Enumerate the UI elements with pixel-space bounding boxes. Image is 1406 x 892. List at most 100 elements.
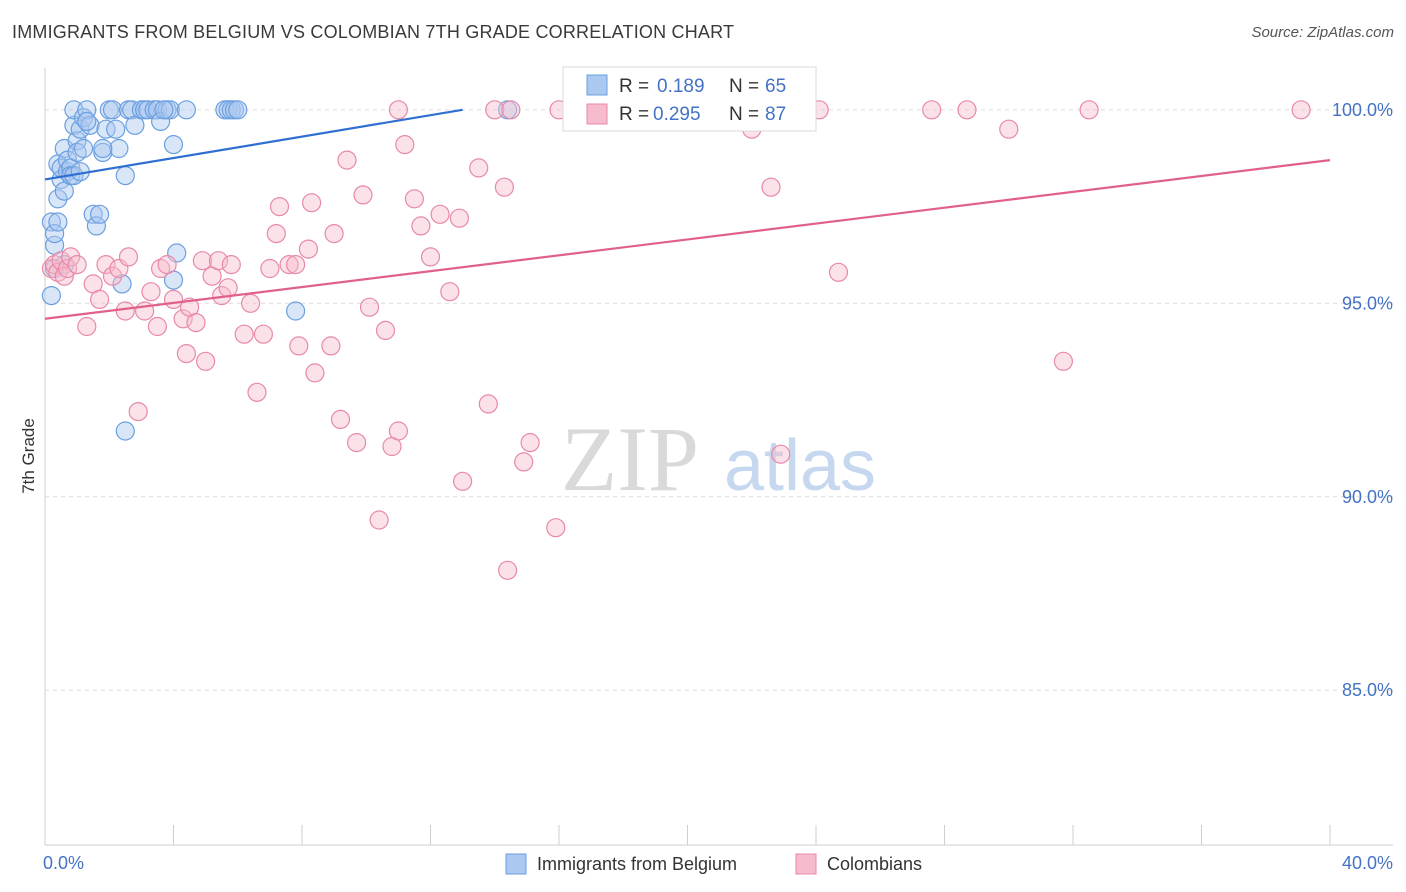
point-colombians-36 — [247, 382, 267, 402]
point-belgium-43 — [160, 100, 180, 120]
point-belgium-17 — [70, 119, 90, 139]
point-colombians-50 — [337, 150, 357, 170]
point-colombians-65 — [453, 471, 473, 491]
stats-belgium-r-label: R = — [619, 76, 649, 97]
point-colombians-44 — [298, 239, 318, 259]
point-colombians-21 — [157, 255, 177, 275]
watermark-atlas: atlas — [724, 426, 876, 506]
point-colombians-87 — [1291, 100, 1311, 120]
point-colombians-59 — [404, 189, 424, 209]
y-tick-label-2: 90.0% — [1342, 487, 1393, 507]
point-colombians-18 — [141, 282, 161, 302]
point-belgium-20 — [77, 100, 97, 120]
point-belgium-31 — [115, 421, 135, 441]
stats-belgium-n-value: 65 — [765, 76, 786, 97]
point-colombians-78 — [761, 177, 781, 197]
point-belgium-58 — [41, 286, 62, 306]
point-belgium-4 — [48, 189, 68, 209]
point-colombians-33 — [221, 255, 241, 275]
point-colombians-67 — [478, 394, 498, 414]
point-belgium-32 — [115, 166, 135, 186]
point-colombians-82 — [922, 100, 942, 120]
point-colombians-37 — [253, 324, 273, 344]
legend-swatch-belgium — [505, 853, 527, 875]
point-belgium-63 — [106, 119, 126, 139]
point-colombians-53 — [359, 297, 380, 317]
point-colombians-64 — [449, 208, 469, 228]
point-colombians-5 — [57, 258, 78, 279]
point-belgium-30 — [112, 274, 132, 294]
point-belgium-52 — [228, 100, 248, 120]
point-belgium-28 — [102, 100, 123, 120]
point-belgium-44 — [163, 135, 184, 155]
chart-title: IMMIGRANTS FROM BELGIUM VS COLOMBIAN 7TH… — [12, 22, 735, 42]
point-colombians-6 — [61, 247, 81, 267]
point-colombians-72 — [520, 433, 540, 453]
point-colombians-42 — [286, 255, 306, 275]
point-belgium-56 — [48, 212, 68, 232]
point-colombians-46 — [305, 363, 325, 383]
point-colombians-47 — [321, 336, 341, 356]
point-colombians-75 — [501, 100, 521, 120]
point-belgium-29 — [109, 138, 129, 159]
point-colombians-27 — [192, 251, 212, 271]
point-colombians-35 — [241, 293, 261, 313]
point-colombians-24 — [176, 344, 196, 364]
y-tick-label-0: 100.0% — [1332, 100, 1393, 120]
trend-line-colombians — [44, 159, 1331, 320]
stats-belgium-r-value: 0.189 — [657, 76, 705, 97]
point-belgium-59 — [93, 138, 113, 159]
point-colombians-38 — [260, 258, 280, 279]
point-colombians-43 — [289, 336, 309, 356]
point-belgium-53 — [286, 301, 306, 321]
point-colombians-41 — [279, 255, 299, 275]
stats-colombians-r-label: R = — [619, 104, 649, 125]
watermark-zip: ZIP — [561, 408, 699, 510]
y-axis-title: 7th Grade — [19, 418, 38, 494]
point-colombians-15 — [118, 247, 139, 267]
point-colombians-57 — [388, 421, 408, 441]
point-colombians-28 — [196, 351, 216, 371]
point-colombians-4 — [54, 266, 74, 286]
point-belgium-55 — [44, 224, 65, 244]
grid-lines — [45, 109, 1393, 691]
x-tick-label-left: 0.0% — [43, 853, 84, 873]
point-colombians-40 — [269, 197, 290, 217]
point-colombians-71 — [514, 452, 534, 472]
point-belgium-26 — [96, 119, 116, 139]
point-belgium-0 — [41, 212, 62, 232]
point-colombians-7 — [67, 255, 87, 275]
chart-source: Source: ZipAtlas.com — [1251, 24, 1394, 41]
point-colombians-83 — [957, 100, 977, 120]
y-tick-labels: 100.0% 95.0% 90.0% 85.0% — [1332, 100, 1393, 700]
point-colombians-85 — [1053, 351, 1074, 371]
x-tick-label-right: 40.0% — [1342, 853, 1393, 873]
point-colombians-45 — [302, 193, 322, 213]
point-belgium-23 — [86, 216, 107, 236]
stats-swatch-belgium — [586, 74, 608, 96]
stats-colombians-n-value: 87 — [765, 104, 786, 125]
point-colombians-39 — [266, 224, 286, 244]
point-colombians-58 — [395, 135, 415, 155]
point-belgium-62 — [77, 111, 97, 132]
point-colombians-49 — [330, 409, 351, 429]
point-belgium-15 — [67, 131, 87, 151]
point-belgium-22 — [83, 204, 103, 224]
point-colombians-22 — [163, 289, 184, 309]
point-colombians-14 — [115, 301, 135, 321]
point-colombians-74 — [388, 100, 408, 120]
y-tick-label-3: 85.0% — [1342, 680, 1393, 700]
point-colombians-73 — [546, 518, 566, 538]
point-colombians-55 — [375, 320, 396, 340]
point-colombians-19 — [147, 316, 167, 337]
point-colombians-34 — [234, 324, 254, 344]
point-belgium-19 — [73, 138, 94, 159]
point-colombians-60 — [411, 216, 431, 236]
point-colombians-32 — [218, 278, 238, 298]
point-belgium-64 — [154, 100, 174, 120]
point-colombians-66 — [469, 158, 489, 178]
point-colombians-86 — [1079, 100, 1099, 120]
point-colombians-84 — [999, 119, 1019, 139]
axes — [44, 68, 1393, 846]
point-colombians-70 — [498, 560, 518, 580]
